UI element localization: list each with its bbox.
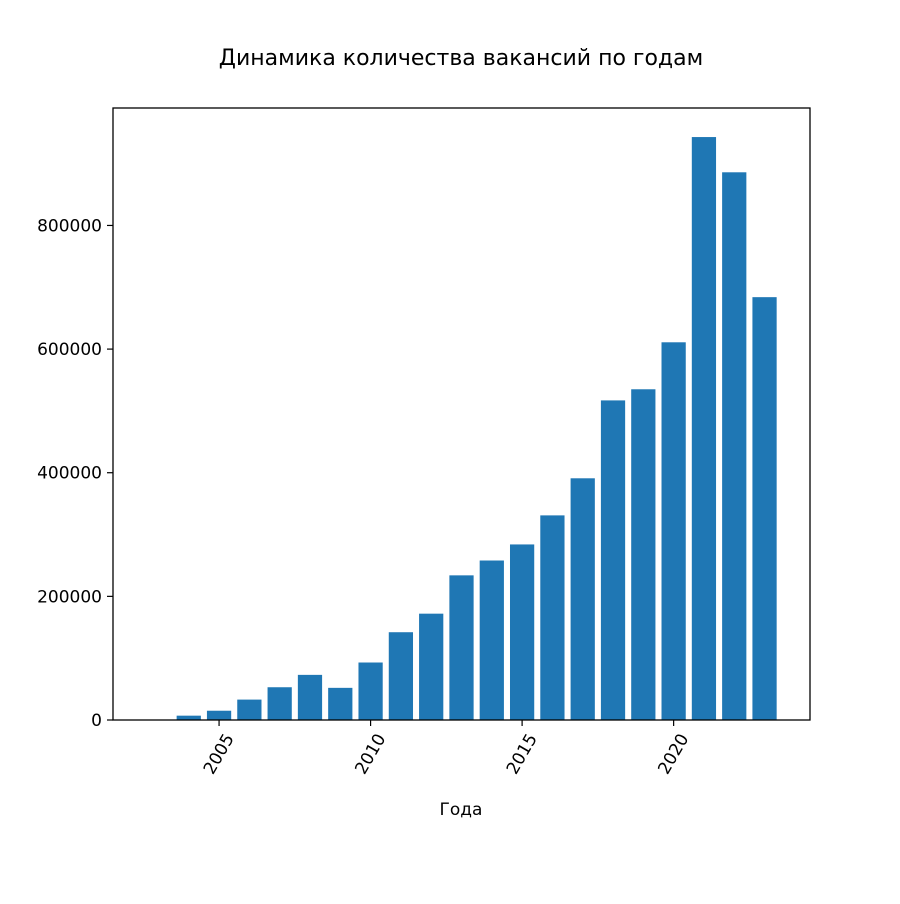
x-tick-label: 2015 <box>503 731 542 778</box>
bar-2011 <box>389 632 413 720</box>
bar-2017 <box>571 478 595 720</box>
x-tick-label: 2005 <box>200 731 239 778</box>
bar-2021 <box>692 137 716 720</box>
x-tick-label: 2020 <box>654 731 693 778</box>
y-tick-label: 400000 <box>37 464 102 484</box>
x-axis: 2005 2010 2015 2020 <box>200 720 694 778</box>
bar-2005 <box>207 711 231 720</box>
bar-2015 <box>510 544 534 720</box>
bar-2019 <box>631 389 655 720</box>
bar-2006 <box>237 700 261 720</box>
y-tick-label: 800000 <box>37 216 102 236</box>
bar-2007 <box>268 687 292 720</box>
bars-group <box>146 137 776 720</box>
bar-2014 <box>480 561 504 720</box>
bar-2012 <box>419 614 443 720</box>
bar-2016 <box>540 515 564 720</box>
y-axis: 0 200000 400000 600000 800000 <box>37 216 113 731</box>
bar-2023 <box>752 297 776 720</box>
chart-title: Динамика количества вакансий по годам <box>219 46 703 71</box>
bar-2022 <box>722 172 746 720</box>
y-tick-label: 600000 <box>37 340 102 360</box>
bar-2013 <box>449 575 473 720</box>
y-tick-label: 200000 <box>37 587 102 607</box>
bar-2008 <box>298 675 322 720</box>
bar-2010 <box>358 663 382 720</box>
bar-2018 <box>601 400 625 720</box>
x-tick-label: 2010 <box>351 731 390 778</box>
y-tick-label: 0 <box>91 711 102 731</box>
x-axis-label: Года <box>440 800 483 820</box>
bar-2009 <box>328 688 352 720</box>
bar-2020 <box>662 342 686 720</box>
